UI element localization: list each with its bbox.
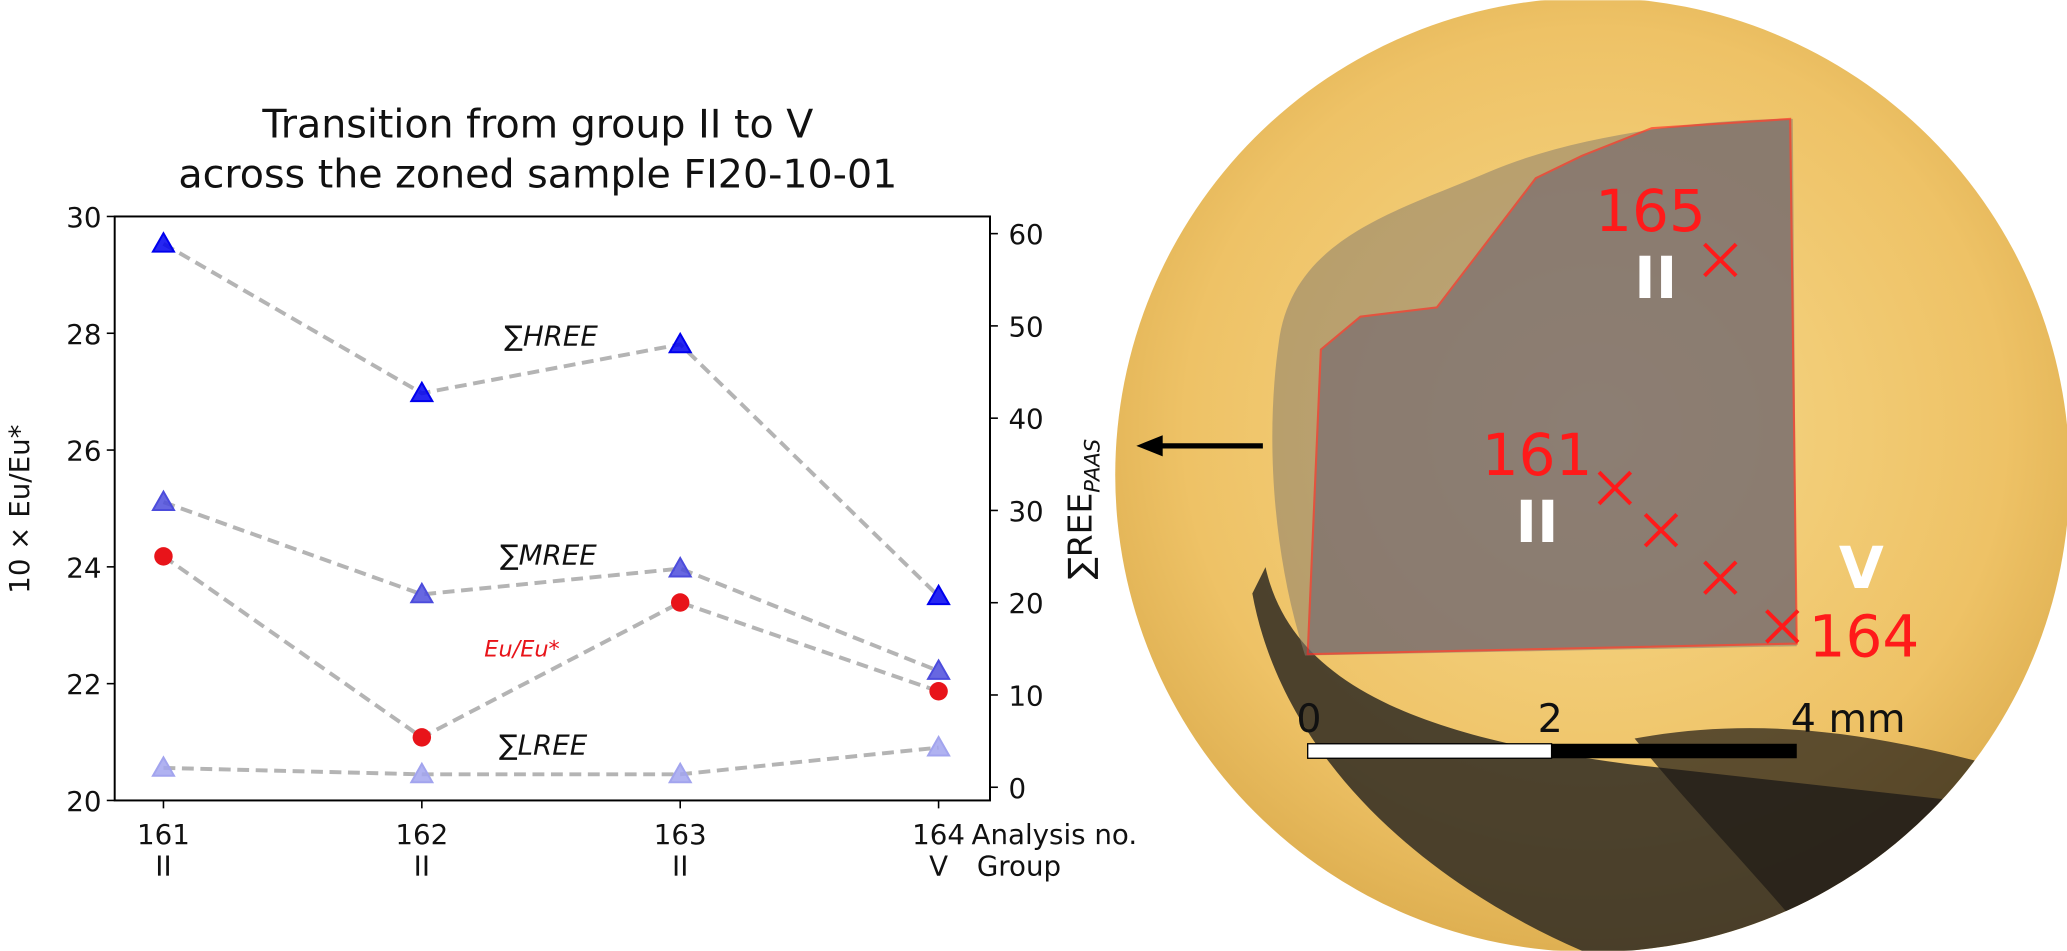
y2-axis-label-main: ∑REE — [1061, 493, 1100, 580]
y2-axis-label: ∑REEPAAS — [1061, 439, 1105, 580]
y2-axis-label-sub: PAAS — [1079, 439, 1104, 493]
scale-label: 2 — [1538, 696, 1563, 742]
y-tick-label: 24 — [66, 551, 101, 584]
spot-label: 161 — [1482, 421, 1593, 489]
spot-label: 164 — [1809, 603, 1920, 671]
marker — [667, 331, 693, 354]
sample-outline — [1306, 117, 1798, 656]
y2-tick-label: 0 — [1008, 772, 1026, 805]
series-label: ∑MREE — [500, 538, 597, 571]
x-tick-label: 164 — [912, 818, 965, 851]
cross — [1703, 560, 1738, 595]
marker — [409, 581, 435, 604]
cross — [1643, 512, 1679, 548]
plot-frame — [113, 215, 991, 802]
marker — [929, 682, 948, 701]
x-tick-label: 163 — [654, 818, 707, 851]
marker — [409, 380, 435, 403]
y-tick-label: 28 — [66, 318, 101, 351]
marker — [667, 556, 693, 578]
spot-label: 165 — [1595, 177, 1706, 245]
series-label: Eu/Eu* — [484, 637, 559, 663]
group-tick-label: II — [155, 850, 171, 883]
marker — [926, 658, 951, 680]
cross — [1703, 242, 1738, 278]
chart-title: Transition from group II to V — [261, 101, 813, 147]
series-line — [162, 242, 940, 598]
arrow-head — [1136, 435, 1163, 457]
marker — [154, 547, 173, 566]
spot-markers — [1597, 242, 1800, 644]
y2-tick-label: 50 — [1008, 310, 1043, 343]
scale-label: 4 mm — [1791, 696, 1906, 742]
group-tick-label: II — [414, 850, 430, 883]
x-tick-label: 162 — [395, 818, 448, 851]
group-label: V — [1839, 534, 1884, 602]
y-axis-label: 10 × Eu/Eu* — [3, 424, 36, 593]
y-tick-label: 22 — [66, 668, 101, 701]
marker — [151, 489, 176, 512]
y2-tick-label: 30 — [1008, 495, 1043, 528]
group-tick-label: II — [672, 850, 688, 883]
scale-bar-white — [1307, 743, 1553, 759]
scale-label: 0 — [1296, 696, 1321, 742]
group-tick-label: V — [929, 850, 948, 883]
series-line — [162, 554, 940, 740]
marker — [670, 593, 690, 612]
y-tick-label: 30 — [66, 201, 101, 234]
cross — [1597, 470, 1633, 506]
chart-subtitle: across the zoned sample FI20-10-01 — [178, 151, 897, 197]
cross — [1765, 609, 1800, 644]
y2-tick-label: 20 — [1008, 587, 1043, 620]
marker — [151, 231, 176, 253]
marker — [151, 755, 176, 777]
series-line — [163, 745, 939, 777]
marker — [409, 761, 435, 784]
x-axis-label: Analysis no. — [972, 818, 1138, 851]
series-label: ∑HREE — [504, 320, 598, 353]
marker — [667, 761, 693, 784]
series-line — [162, 500, 940, 673]
y2-tick-label: 10 — [1008, 680, 1043, 713]
y-tick-label: 20 — [66, 785, 101, 818]
y2-tick-label: 60 — [1008, 218, 1043, 251]
marker — [926, 735, 951, 757]
scale-bar-black — [1551, 743, 1797, 759]
y2-tick-label: 40 — [1008, 403, 1043, 436]
x-tick-label: 161 — [137, 818, 190, 851]
group-axis-label: Group — [977, 850, 1061, 883]
group-label: II — [1515, 488, 1558, 556]
marker — [926, 583, 951, 606]
marker — [412, 728, 432, 747]
y-tick-label: 26 — [66, 435, 101, 468]
group-label: II — [1634, 244, 1677, 312]
series-label: ∑LREE — [499, 728, 588, 761]
